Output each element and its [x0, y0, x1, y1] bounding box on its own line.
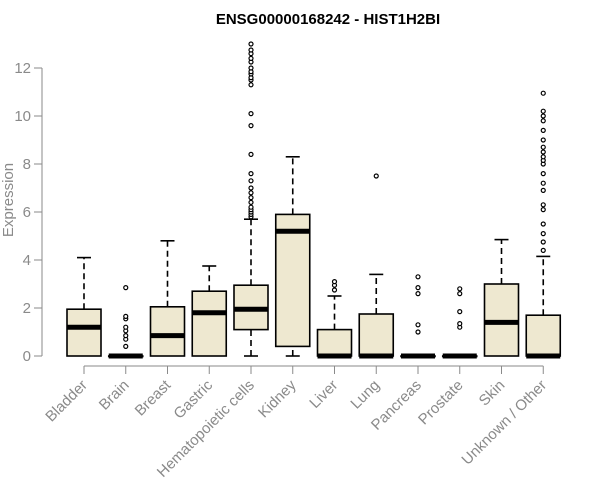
box-skin	[483, 238, 520, 357]
outlier-point	[248, 199, 254, 205]
box-gastric	[191, 265, 228, 357]
outlier-point	[540, 108, 546, 114]
outlier-point	[331, 279, 338, 285]
outlier-point	[540, 247, 546, 253]
box-body	[316, 328, 353, 357]
box-brain	[107, 285, 144, 359]
x-tick-label-breast: Breast	[132, 376, 175, 419]
y-tick-label: 4	[23, 252, 31, 269]
outlier-point	[415, 291, 421, 297]
x-tick-label-kidney: Kidney	[255, 376, 300, 421]
outlier-point	[123, 324, 129, 330]
outlier-point	[540, 144, 546, 150]
outlier-point	[248, 122, 254, 129]
y-axis-label: Expression	[0, 163, 17, 237]
box-prostate	[441, 286, 478, 359]
outlier-point	[123, 343, 129, 349]
box-body	[149, 305, 186, 357]
outlier-point	[540, 202, 546, 208]
outlier-point	[540, 137, 546, 143]
outlier-point	[540, 127, 546, 133]
outlier-point	[540, 207, 546, 213]
box-breast	[149, 240, 186, 357]
outlier-point	[248, 82, 254, 88]
chart-title: ENSG00000168242 - HIST1H2BI	[216, 11, 440, 28]
y-tick-label: 2	[23, 300, 31, 317]
outlier-point	[248, 47, 254, 53]
outlier-point	[457, 309, 463, 315]
outlier-point	[540, 239, 546, 245]
outlier-point	[540, 231, 546, 237]
x-tick-label-prostate: Prostate	[415, 377, 467, 429]
outlier-point	[540, 171, 546, 177]
box-body	[66, 308, 102, 357]
box-lung	[358, 173, 395, 359]
box-pancreas	[400, 274, 436, 359]
y-axis: 0 2 4 6 8 10 12	[14, 60, 43, 365]
outlier-point	[248, 185, 254, 191]
outlier-point	[248, 151, 254, 157]
outlier-point	[248, 190, 254, 196]
x-tick-label-bladder: Bladder	[42, 377, 91, 426]
outlier-point	[415, 285, 421, 291]
outlier-point	[540, 187, 546, 193]
box-unknown-other	[525, 90, 562, 359]
x-tick-label-skin: Skin	[476, 377, 509, 410]
outlier-point	[248, 41, 254, 47]
outlier-point	[415, 329, 421, 335]
box-bladder	[66, 256, 102, 357]
y-tick-label: 6	[23, 204, 31, 221]
outlier-point	[457, 321, 463, 327]
box-body	[191, 290, 228, 357]
box-body	[525, 314, 562, 357]
outlier-point	[123, 333, 129, 339]
y-tick-label: 12	[14, 60, 31, 77]
outlier-point	[123, 313, 129, 319]
y-tick-label: 10	[14, 108, 31, 125]
outlier-point	[457, 286, 463, 292]
outlier-point	[540, 149, 546, 155]
y-tick-label: 8	[23, 156, 31, 173]
outlier-point	[248, 178, 254, 184]
outlier-point	[248, 204, 254, 210]
outlier-point	[123, 285, 129, 291]
box-hematopoietic-cells	[233, 41, 269, 357]
outlier-point	[248, 110, 254, 117]
outlier-point	[248, 65, 254, 71]
x-tick-label-lung: Lung	[347, 377, 383, 413]
outlier-point	[540, 154, 546, 160]
outlier-point	[540, 113, 546, 119]
outlier-point	[415, 322, 421, 328]
box-liver	[316, 279, 353, 359]
outlier-point	[457, 291, 463, 297]
box-body	[358, 313, 395, 357]
outlier-point	[331, 287, 338, 293]
outlier-point	[540, 118, 546, 124]
outlier-point	[415, 274, 421, 280]
outlier-point	[540, 180, 546, 186]
outlier-point	[540, 90, 546, 96]
box-kidney	[274, 156, 311, 357]
box-body	[274, 213, 311, 348]
outlier-point	[248, 195, 254, 201]
outlier-point	[248, 171, 254, 177]
x-tick-label-liver: Liver	[306, 377, 341, 412]
box-series	[66, 41, 562, 359]
y-tick-label: 0	[23, 348, 31, 365]
outlier-point	[248, 55, 254, 62]
outlier-point	[540, 221, 546, 227]
outlier-point	[373, 173, 379, 179]
x-tick-label-brain: Brain	[96, 377, 133, 414]
